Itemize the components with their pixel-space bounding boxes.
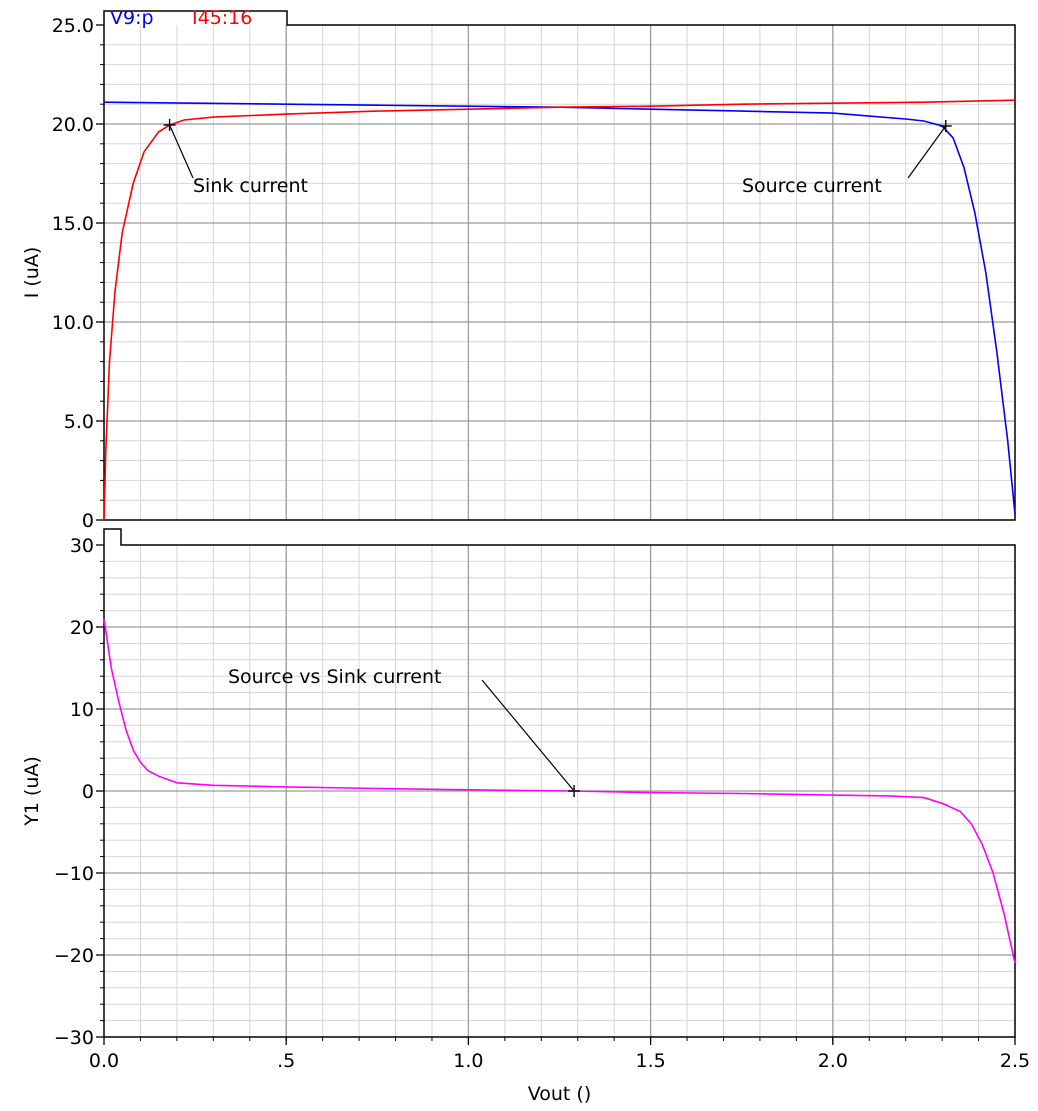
- y-tick-label: 5.0: [64, 411, 94, 433]
- plot-frame: [103, 10, 1016, 521]
- y-tick-label: 10.0: [52, 312, 94, 334]
- x-tick-label: 2.5: [1000, 1050, 1030, 1072]
- y-tick-label: 30: [70, 535, 94, 557]
- y-tick-label: 0: [82, 781, 94, 803]
- y-axis-title: Y1 (uA): [21, 756, 43, 827]
- annotation-label: Source current: [742, 175, 882, 197]
- bottom-plot-panel: −30 −20 −10 0 10 20 30 0.0 .5 1.0 1.5 2.0 2.5 Vout ()…: [21, 528, 1030, 1105]
- annotation-leader-line: [481, 679, 575, 792]
- legend-entry-1: I45:16: [192, 7, 252, 29]
- x-tick-label: 2.0: [818, 1050, 848, 1072]
- x-tick-label: 1.5: [635, 1050, 665, 1072]
- x-tick-label: 1.0: [453, 1050, 483, 1072]
- y-tick-label: −20: [54, 945, 94, 967]
- x-tick-label: 0.0: [89, 1050, 119, 1072]
- annotation-label: Source vs Sink current: [228, 666, 441, 688]
- annotation-leader-line: [169, 124, 194, 179]
- y-tick-label: 25.0: [52, 15, 94, 37]
- legend-entry-0: V9:p: [110, 7, 154, 29]
- y-axis-title: I (uA): [21, 247, 43, 299]
- y-tick-label: 20: [70, 617, 94, 639]
- series-line-0: [103, 101, 1016, 515]
- y-tick-label: −10: [54, 863, 94, 885]
- series-line-1: [103, 99, 1016, 521]
- plot-frame: [103, 528, 1016, 1038]
- annotation-label: Sink current: [193, 175, 308, 197]
- y-tick-label: −30: [54, 1027, 94, 1049]
- annotation-leader-line: [907, 125, 947, 179]
- y-tick-label: 20.0: [52, 114, 94, 136]
- x-axis-title: Vout (): [528, 1083, 592, 1105]
- y-tick-label: 0: [82, 510, 94, 532]
- top-plot-panel: 0 5.0 10.0 15.0 20.0 25.0 I (uA) V9:p I45:16 Sink…: [21, 7, 1016, 532]
- y-tick-label: 10: [70, 699, 94, 721]
- x-tick-label: .5: [277, 1050, 295, 1072]
- series-line-0: [103, 618, 1016, 964]
- y-tick-label: 15.0: [52, 213, 94, 235]
